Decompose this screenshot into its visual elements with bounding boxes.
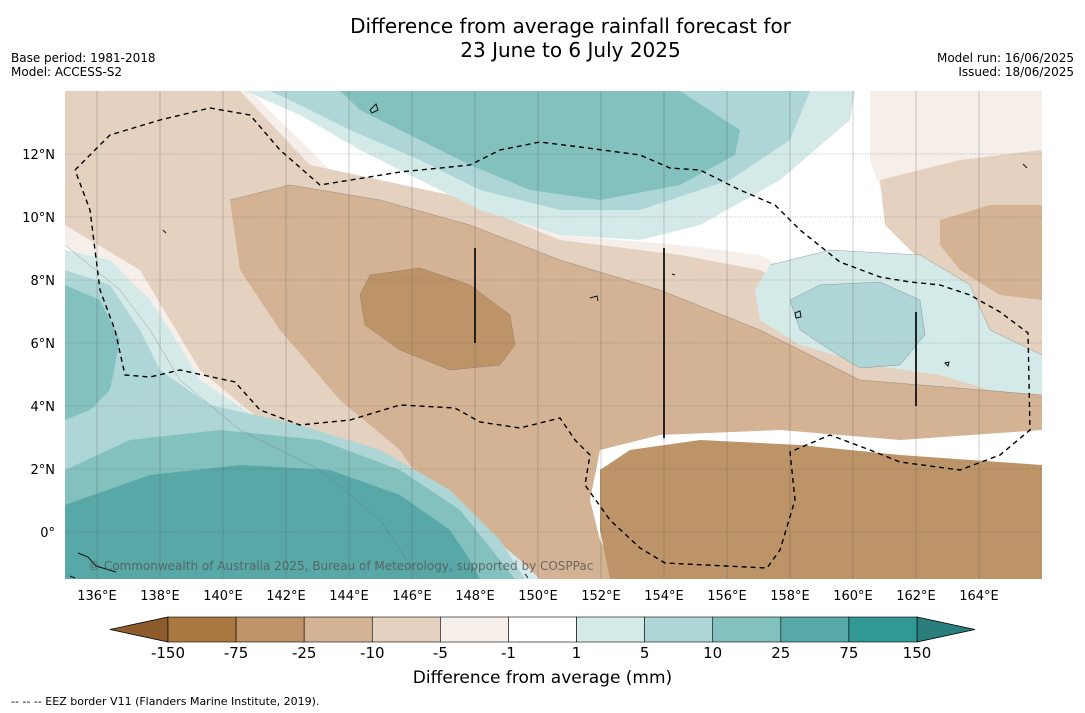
band-dry-ne-3	[940, 205, 1042, 300]
lat-label-10n: 10°N	[22, 211, 55, 226]
colorbar-tick-5: -5	[433, 644, 448, 662]
colorbar-tick-1: -150	[151, 644, 185, 662]
model-run-label: Model run: 16/06/2025	[936, 51, 1074, 65]
lat-labels: 12°N 10°N 8°N 6°N 4°N 2°N 0°	[22, 148, 55, 541]
title-line-2: 23 June to 6 July 2025	[460, 38, 681, 62]
band-wet-sw-4	[65, 465, 480, 579]
colorbar-tick-8: 5	[640, 644, 650, 662]
lon-label-156e: 156°E	[707, 589, 747, 604]
lon-labels: 136°E 138°E 140°E 142°E 144°E 146°E 148°…	[77, 589, 999, 604]
colorbar-segment-5	[440, 616, 509, 643]
lon-label-150e: 150°E	[518, 589, 558, 604]
map-title: Difference from average rainfall forecas…	[0, 14, 1085, 62]
colorbar-tick-11: 75	[839, 644, 858, 662]
band-wet-east-2	[790, 282, 925, 368]
issued-label: Issued: 18/06/2025	[958, 65, 1074, 79]
colorbar-tick-12: 150	[903, 644, 932, 662]
lon-label-164e: 164°E	[959, 589, 999, 604]
colorbar-tick-10: 25	[771, 644, 790, 662]
colorbar-tick-2: -75	[224, 644, 249, 662]
base-info: Base period: 1981-2018 Model: ACCESS-S2	[11, 51, 156, 79]
contour-lines	[65, 184, 1042, 579]
colorbar-segment-6	[508, 616, 577, 643]
colorbar-tick-6: -1	[501, 644, 516, 662]
band-wet-north-3	[340, 91, 740, 200]
lon-label-152e: 152°E	[581, 589, 621, 604]
eez-legend-note: -- -- -- EEZ border V11 (Flanders Marine…	[11, 695, 320, 708]
lon-label-160e: 160°E	[833, 589, 873, 604]
rainfall-anomaly-field: © Commonwealth of Australia 2025, Bureau…	[65, 91, 1042, 579]
colorbar-segment-8	[644, 616, 714, 643]
lat-label-6n: 6°N	[31, 337, 56, 352]
title-line-1: Difference from average rainfall forecas…	[350, 14, 791, 38]
run-info: Model run: 16/06/2025 Issued: 18/06/2025	[937, 51, 1074, 79]
colorbar-segment-9	[712, 616, 782, 643]
colorbar-end-left	[109, 616, 169, 643]
colorbar-tick-9: 10	[703, 644, 722, 662]
colorbar-label: Difference from average (mm)	[412, 668, 673, 688]
islands	[69, 103, 1028, 579]
colorbar-ticks: -150 -75 -25 -10 -5 -1 1 5 10 25 75 150	[151, 644, 931, 662]
meridians	[96, 91, 980, 579]
colorbar-segment-7	[576, 616, 645, 643]
colorbar: -150 -75 -25 -10 -5 -1 1 5 10 25 75 150	[109, 616, 976, 662]
lon-label-138e: 138°E	[140, 589, 180, 604]
colorbar-tick-3: -25	[292, 644, 317, 662]
model-label: Model: ACCESS-S2	[11, 65, 123, 79]
lon-label-142e: 142°E	[266, 589, 306, 604]
lon-label-146e: 146°E	[392, 589, 432, 604]
lon-label-140e: 140°E	[203, 589, 243, 604]
lat-label-8n: 8°N	[31, 274, 56, 289]
lat-label-12n: 12°N	[22, 148, 55, 163]
colorbar-segment-1	[167, 616, 237, 643]
lat-label-0: 0°	[40, 526, 55, 541]
colorbar-segments	[167, 616, 918, 643]
lon-label-158e: 158°E	[770, 589, 810, 604]
lat-label-2n: 2°N	[31, 463, 56, 478]
colorbar-tick-7: 1	[572, 644, 582, 662]
colorbar-segment-2	[235, 616, 305, 643]
colorbar-segment-4	[371, 616, 441, 643]
lon-label-148e: 148°E	[455, 589, 495, 604]
colorbar-segment-3	[303, 616, 373, 643]
colorbar-end-right	[916, 616, 976, 643]
band-dry-core-east	[600, 440, 1042, 579]
colorbar-segment-10	[780, 616, 850, 643]
colorbar-tick-4: -10	[360, 644, 385, 662]
eez-border	[74, 107, 1031, 569]
lon-label-144e: 144°E	[329, 589, 369, 604]
lon-label-154e: 154°E	[644, 589, 684, 604]
lat-label-4n: 4°N	[31, 400, 56, 415]
lon-label-136e: 136°E	[77, 589, 117, 604]
lon-label-162e: 162°E	[896, 589, 936, 604]
line-features	[474, 248, 917, 438]
base-period-label: Base period: 1981-2018	[11, 51, 156, 65]
copyright-text: © Commonwealth of Australia 2025, Bureau…	[88, 559, 593, 573]
colorbar-segment-11	[848, 616, 918, 643]
graticule	[65, 153, 1042, 533]
band-dry-core-west	[360, 268, 515, 370]
